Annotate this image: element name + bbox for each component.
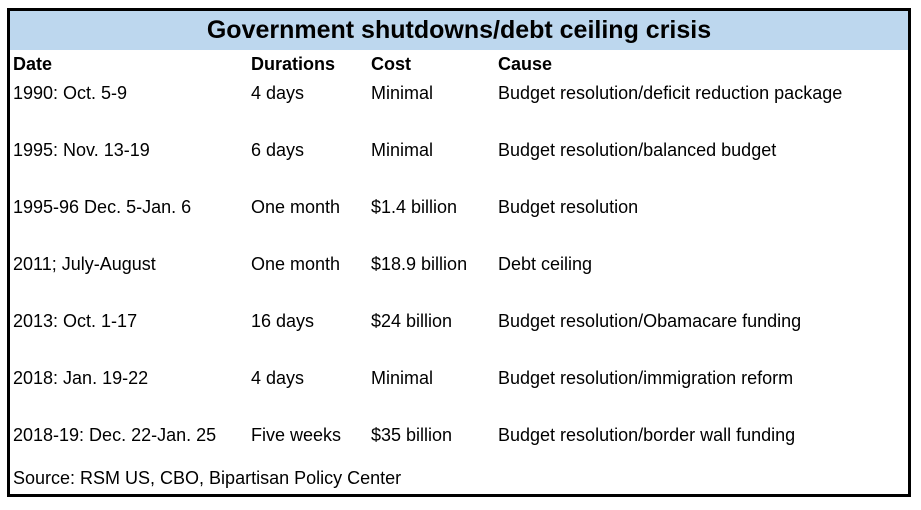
cell-date: 1995-96 Dec. 5-Jan. 6 <box>13 197 192 217</box>
table-row: 1990: Oct. 5-9 4 days Minimal Budget res… <box>10 79 908 136</box>
table-header-row: Date Durations Cost Cause <box>10 50 908 79</box>
table-title: Government shutdowns/debt ceiling crisis <box>206 16 712 44</box>
cell-date: 1990: Oct. 5-9 <box>13 83 128 103</box>
table-row: 1995-96 Dec. 5-Jan. 6 One month $1.4 bil… <box>10 193 908 250</box>
cell-duration: 16 days <box>251 311 315 331</box>
cell-cause: Debt ceiling <box>498 254 593 274</box>
column-header-durations: Durations <box>251 54 336 74</box>
cell-date: 2011; July-August <box>13 254 156 274</box>
cell-cost: Minimal <box>371 140 434 160</box>
cell-duration: One month <box>251 254 341 274</box>
cell-cost: $24 billion <box>371 311 453 331</box>
table-row: 2013: Oct. 1-17 16 days $24 billion Budg… <box>10 307 908 364</box>
cell-cause: Budget resolution <box>498 197 639 217</box>
column-header-date: Date <box>13 54 53 74</box>
cell-cost: $1.4 billion <box>371 197 458 217</box>
cell-date: 2018: Jan. 19-22 <box>13 368 149 388</box>
cell-cause: Budget resolution/deficit reduction pack… <box>498 83 843 103</box>
cell-duration: One month <box>251 197 341 217</box>
table-row: 1995: Nov. 13-19 6 days Minimal Budget r… <box>10 136 908 193</box>
cell-cause: Budget resolution/border wall funding <box>498 425 796 445</box>
cell-cause: Budget resolution/balanced budget <box>498 140 777 160</box>
cell-cause: Budget resolution/Obamacare funding <box>498 311 802 331</box>
column-header-cause: Cause <box>498 54 553 74</box>
cell-cost: Minimal <box>371 368 434 388</box>
cell-duration: 4 days <box>251 83 305 103</box>
table-row: 2018: Jan. 19-22 4 days Minimal Budget r… <box>10 364 908 421</box>
cell-duration: 4 days <box>251 368 305 388</box>
cell-cost: Minimal <box>371 83 434 103</box>
source-row: Source: RSM US, CBO, Bipartisan Policy C… <box>10 463 908 494</box>
column-header-cost: Cost <box>371 54 411 74</box>
cell-cost: $35 billion <box>371 425 453 445</box>
cell-date: 2013: Oct. 1-17 <box>13 311 138 331</box>
cell-date: 1995: Nov. 13-19 <box>13 140 150 160</box>
cell-duration: Five weeks <box>251 425 342 445</box>
cell-cost: $18.9 billion <box>371 254 468 274</box>
table-row: 2011; July-August One month $18.9 billio… <box>10 250 908 307</box>
table-row: 2018-19: Dec. 22-Jan. 25 Five weeks $35 … <box>10 421 908 463</box>
table-title-bar: Government shutdowns/debt ceiling crisis <box>10 11 908 50</box>
cell-cause: Budget resolution/immigration reform <box>498 368 794 388</box>
source-text: Source: RSM US, CBO, Bipartisan Policy C… <box>13 468 402 488</box>
cell-duration: 6 days <box>251 140 305 160</box>
table-frame: Government shutdowns/debt ceiling crisis… <box>7 8 911 497</box>
cell-date: 2018-19: Dec. 22-Jan. 25 <box>13 425 217 445</box>
